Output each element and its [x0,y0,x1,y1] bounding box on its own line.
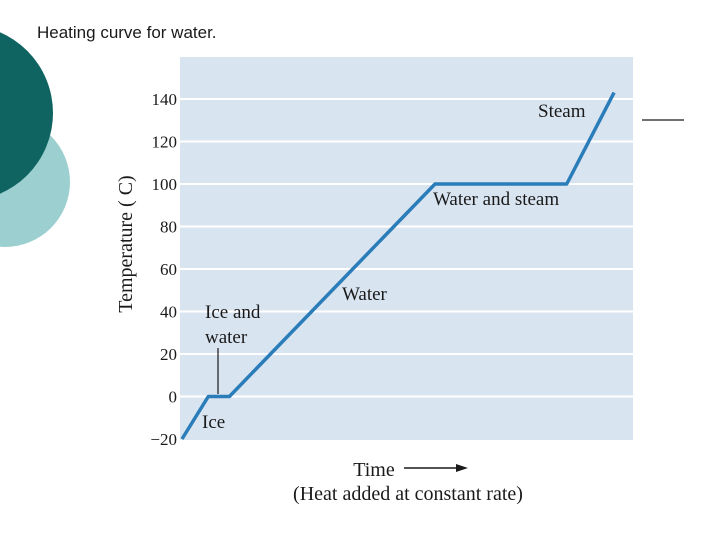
y-axis-title: Temperature ( C) [115,175,137,312]
annotation-label: Ice [202,412,225,433]
annotation-label: Ice and [205,302,261,323]
annotations: Ice Ice and water Water Water and steam Steam [202,101,586,433]
gridlines [180,98,633,398]
annotation-label: Water and steam [433,189,559,210]
y-tick-label: 0 [169,388,178,407]
annotation-label: water [205,327,248,348]
y-tick-label: 60 [160,260,177,279]
x-axis-title: Time [353,459,395,481]
heating-curve-line [180,91,616,440]
slide-title: Heating curve for water. [37,23,217,42]
y-tick-labels: −20 0 20 40 60 80 100 120 140 [150,90,177,449]
plot-area [180,57,633,440]
annotation-label: Steam [538,101,586,122]
y-tick-label: 40 [160,303,177,322]
annotation-label: Water [342,284,388,305]
y-tick-label: 80 [160,218,177,237]
y-tick-label: 140 [152,90,178,109]
y-tick-label: 20 [160,345,177,364]
decoration-dark-circle [0,32,53,194]
y-tick-label: −20 [150,430,177,449]
x-axis-arrow [404,464,468,472]
y-tick-label: 100 [152,175,178,194]
y-tick-label: 120 [152,133,178,152]
x-axis-subtitle: (Heat added at constant rate) [293,483,523,505]
